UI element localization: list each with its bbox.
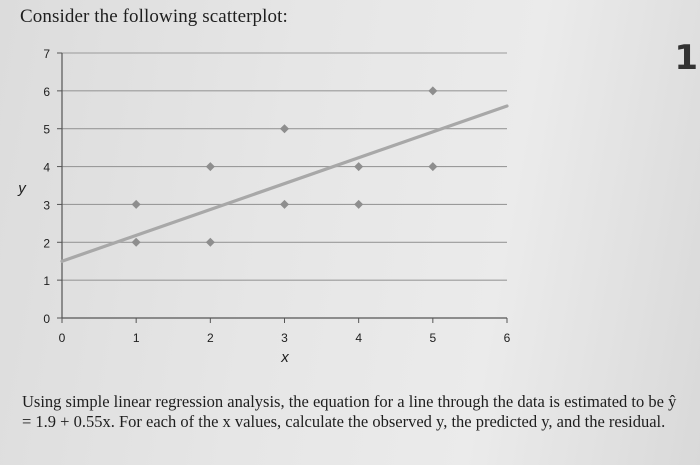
data-point-1 [131, 199, 141, 209]
y-tick-label-7: 7 [43, 47, 50, 61]
x-tick-label-2: 2 [207, 331, 214, 345]
data-point-6 [280, 199, 289, 209]
scatterplot-svg: 0 1 2 3 4 5 6 7 0 1 2 3 4 5 6 x y [17, 47, 511, 366]
data-point-4 [205, 237, 215, 247]
x-tick-label-4: 4 [355, 331, 362, 345]
edge-glyph: 1 [674, 38, 698, 78]
x-tick-label-6: 6 [504, 331, 511, 345]
y-tick-label-2: 2 [43, 236, 50, 250]
x-tick-label-0: 0 [59, 331, 66, 345]
y-tick-label-4: 4 [43, 161, 50, 175]
scatterplot-chart: 0 1 2 3 4 5 6 7 0 1 2 3 4 5 6 x y [17, 47, 511, 366]
chart-axes [57, 52, 508, 323]
question-text: Using simple linear regression analysis,… [22, 392, 677, 431]
x-tick-labels: 0 1 2 3 4 5 6 [59, 331, 511, 345]
x-tick-label-1: 1 [133, 331, 140, 345]
page-heading: Consider the following scatterplot: [20, 6, 288, 27]
grid-lines [62, 52, 507, 281]
y-tick-label-3: 3 [43, 198, 50, 212]
data-point-9 [428, 86, 438, 96]
y-tick-label-0: 0 [43, 312, 50, 326]
data-point-5 [280, 124, 289, 134]
data-points [131, 86, 438, 247]
y-tick-label-5: 5 [43, 123, 50, 137]
x-tick-label-5: 5 [429, 331, 436, 345]
data-point-7 [354, 162, 364, 172]
trendline [60, 104, 509, 263]
y-tick-label-6: 6 [43, 85, 50, 99]
x-tick-label-3: 3 [281, 331, 288, 345]
data-point-8 [354, 199, 364, 209]
trendline-group [60, 104, 509, 263]
data-point-3 [205, 162, 215, 172]
y-tick-labels: 0 1 2 3 4 5 6 7 [43, 47, 50, 326]
data-point-2 [131, 237, 141, 247]
y-axis-label: y [17, 180, 27, 197]
x-axis-label: x [280, 349, 289, 366]
y-tick-label-1: 1 [43, 274, 50, 288]
data-point-10 [428, 162, 438, 172]
